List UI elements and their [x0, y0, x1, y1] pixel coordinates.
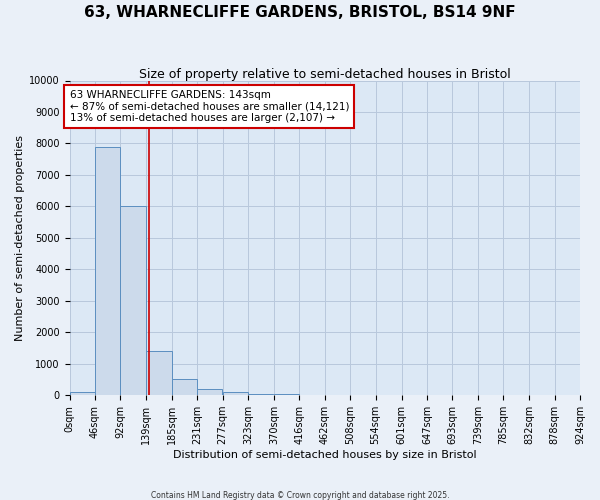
Bar — [95, 146, 120, 395]
Bar — [121, 206, 146, 395]
Bar — [223, 392, 248, 395]
Bar — [146, 351, 172, 395]
Title: Size of property relative to semi-detached houses in Bristol: Size of property relative to semi-detach… — [139, 68, 511, 80]
Bar — [70, 392, 95, 395]
Text: 63 WHARNECLIFFE GARDENS: 143sqm
← 87% of semi-detached houses are smaller (14,12: 63 WHARNECLIFFE GARDENS: 143sqm ← 87% of… — [70, 90, 349, 123]
Text: 63, WHARNECLIFFE GARDENS, BRISTOL, BS14 9NF: 63, WHARNECLIFFE GARDENS, BRISTOL, BS14 … — [84, 5, 516, 20]
Bar — [172, 380, 197, 395]
X-axis label: Distribution of semi-detached houses by size in Bristol: Distribution of semi-detached houses by … — [173, 450, 476, 460]
Text: Contains HM Land Registry data © Crown copyright and database right 2025.: Contains HM Land Registry data © Crown c… — [151, 490, 449, 500]
Bar — [274, 394, 299, 395]
Y-axis label: Number of semi-detached properties: Number of semi-detached properties — [15, 135, 25, 341]
Bar — [248, 394, 273, 395]
Bar — [197, 389, 223, 395]
